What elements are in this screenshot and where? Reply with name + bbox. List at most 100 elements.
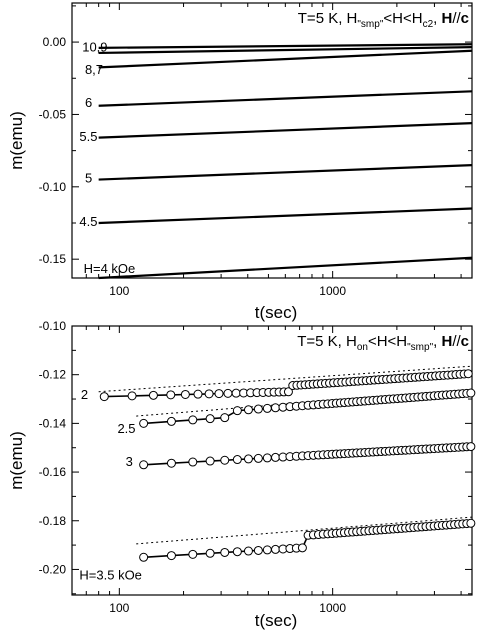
series-label: H=3.5 kOe — [79, 567, 142, 582]
series-line — [98, 46, 473, 55]
y-tick-label: -0.15 — [39, 252, 67, 266]
data-point — [205, 456, 215, 466]
series-line — [98, 49, 473, 69]
annotation-part: c2 — [423, 19, 434, 30]
data-point — [127, 391, 137, 401]
data-point — [205, 548, 215, 558]
y-tick-label: -0.16 — [39, 465, 67, 479]
data-point — [220, 455, 230, 465]
data-point — [220, 413, 230, 423]
series-label: 2.5 — [117, 421, 135, 436]
y-tick-label: 0.00 — [43, 35, 67, 49]
annotation-part: "smp" — [357, 19, 383, 30]
data-point — [188, 549, 198, 559]
annotation-text: T=5 K, Hon<H<H"smp", H//c — [297, 333, 469, 353]
data-point — [243, 546, 253, 556]
data-point — [166, 551, 176, 561]
data-point — [297, 543, 307, 553]
data-point — [220, 547, 230, 557]
annotation-part: T=5 K, H — [297, 333, 357, 350]
y-axis-label: m(emu) — [7, 431, 26, 490]
data-point — [214, 389, 224, 399]
series-label: 4.5 — [79, 214, 97, 229]
series-line — [98, 43, 473, 49]
series-label: 10,9 — [82, 39, 107, 54]
x-tick-label: 1000 — [319, 601, 346, 615]
plot-frame — [71, 325, 473, 596]
data-point — [188, 457, 198, 467]
panel-top: 100 1000 0.00 -0.05 -0.10 -0.15 t(sec) m(emu) T=… — [7, 2, 473, 322]
series-line — [98, 164, 473, 181]
y-tick-label: -0.12 — [39, 368, 67, 382]
series-label: H=4 kOe — [84, 261, 136, 276]
plot-frame — [71, 2, 473, 279]
data-point — [139, 552, 149, 562]
data-point — [243, 454, 253, 464]
series-label: 2 — [81, 387, 88, 402]
annotation-part: <H<H — [368, 333, 407, 350]
x-tick-label: 100 — [109, 284, 129, 298]
panel-bottom: 100 1000 -0.10 -0.12 -0.14 -0.16 -0.18 -0.20 t(s… — [7, 319, 476, 630]
annotation-part: , — [433, 333, 441, 350]
data-point — [283, 387, 293, 397]
data-point — [166, 416, 176, 426]
annotation-part: "smp" — [407, 342, 433, 353]
annotation-part: on — [357, 342, 368, 353]
series-label: 3 — [126, 454, 133, 469]
data-point — [139, 418, 149, 428]
y-tick-label: -0.10 — [39, 319, 67, 333]
data-point — [232, 455, 242, 465]
data-point — [204, 389, 214, 399]
x-axis-label: t(sec) — [255, 303, 298, 322]
data-point — [270, 403, 280, 413]
data-point — [262, 453, 272, 463]
data-point — [463, 369, 473, 379]
x-tick-label: 100 — [109, 601, 129, 615]
series-label: 6 — [85, 95, 92, 110]
series-line — [98, 207, 473, 225]
y-tick-label: -0.18 — [39, 514, 67, 528]
y-tick-label: -0.20 — [39, 562, 67, 576]
annotation-part: <H<H — [383, 10, 422, 27]
data-point — [466, 388, 476, 398]
data-point — [253, 545, 263, 555]
data-point — [232, 406, 242, 416]
series-label: 5.5 — [79, 129, 97, 144]
data-point — [231, 388, 241, 398]
annotation-part: // — [452, 333, 461, 350]
annotation-part: H — [441, 333, 452, 350]
data-point — [232, 547, 242, 557]
series-label: 8,7 — [85, 62, 103, 77]
data-point — [205, 414, 215, 424]
annotation-part: H — [441, 10, 452, 27]
data-point — [139, 460, 149, 470]
data-point — [262, 403, 272, 413]
data-point — [166, 390, 176, 400]
x-axis-label: t(sec) — [255, 611, 298, 630]
y-axis-label: m(emu) — [7, 111, 26, 170]
annotation-part: c — [461, 333, 469, 350]
data-point — [223, 388, 233, 398]
y-tick-label: -0.05 — [39, 107, 67, 121]
data-point — [270, 452, 280, 462]
data-point — [166, 458, 176, 468]
data-point — [99, 392, 109, 402]
y-tick-label: -0.14 — [39, 416, 67, 430]
series-line — [98, 256, 473, 280]
data-point — [253, 404, 263, 414]
annotation-part: , — [433, 10, 441, 27]
annotation-text: T=5 K, H"smp"<H<Hc2, H//c — [298, 10, 469, 30]
data-point — [148, 390, 158, 400]
series-line — [98, 90, 473, 107]
data-point — [466, 518, 476, 528]
data-point — [253, 453, 263, 463]
x-tick-label: 1000 — [319, 284, 346, 298]
data-point — [188, 415, 198, 425]
annotation-part: c — [461, 10, 469, 27]
data-point — [262, 545, 272, 555]
annotation-part: T=5 K, H — [298, 10, 358, 27]
annotation-part: // — [452, 10, 461, 27]
fit-line — [136, 516, 473, 545]
data-point — [180, 389, 190, 399]
